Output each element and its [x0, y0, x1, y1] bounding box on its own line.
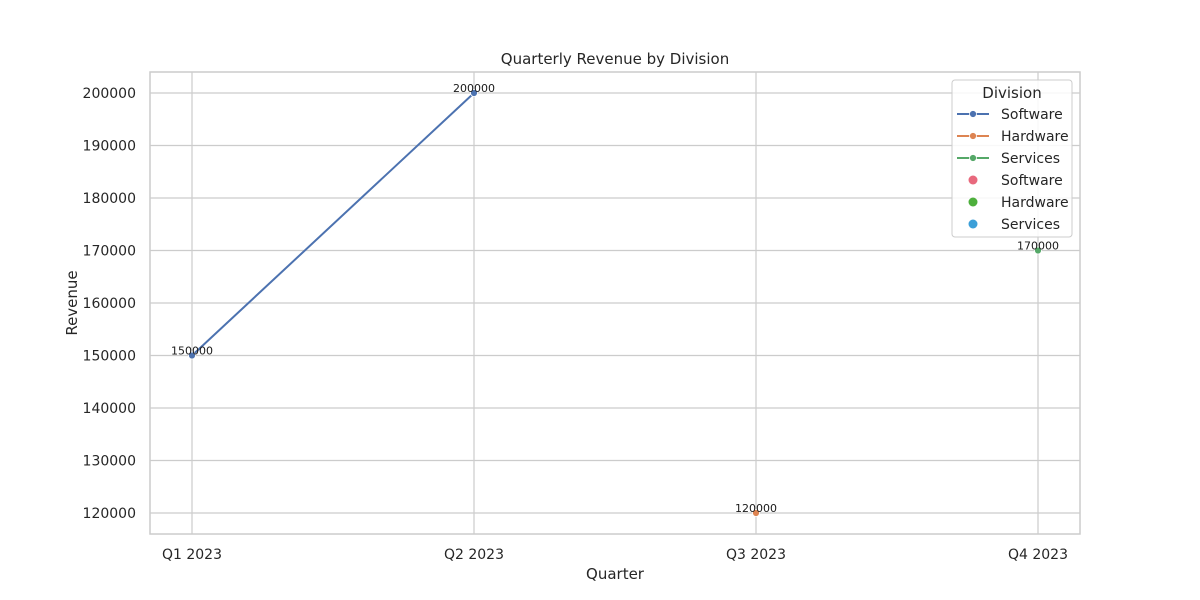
legend-dot-swatch — [968, 197, 978, 207]
legend-entry: Services — [968, 217, 1060, 233]
legend-entry: Software — [968, 173, 1063, 189]
grid — [150, 72, 1080, 534]
legend-entry: Services — [957, 151, 1060, 167]
y-tick-label: 120000 — [83, 506, 136, 522]
data-labels: 150000 200000 120000 170000 — [171, 82, 1059, 515]
legend-entry: Hardware — [957, 129, 1069, 145]
series-layer — [188, 89, 1042, 517]
y-axis-label: Revenue — [63, 270, 81, 335]
legend-title: Division — [982, 84, 1041, 102]
data-point — [1034, 246, 1042, 255]
data-label: 120000 — [735, 502, 777, 515]
y-tick-label: 160000 — [83, 296, 136, 312]
x-tick-label: Q3 2023 — [726, 547, 786, 563]
x-tick-label: Q2 2023 — [444, 547, 504, 563]
legend-dot-swatch — [968, 175, 978, 185]
legend-marker — [969, 132, 977, 140]
legend-label: Software — [1001, 173, 1063, 189]
legend-marker — [969, 154, 977, 162]
x-tick-label: Q4 2023 — [1008, 547, 1068, 563]
legend-entry: Hardware — [968, 195, 1069, 211]
x-tick-label: Q1 2023 — [162, 547, 222, 563]
data-label: 150000 — [171, 345, 213, 358]
x-axis-label: Quarter — [586, 565, 645, 583]
series-services — [1034, 246, 1042, 255]
y-tick-label: 170000 — [83, 244, 136, 260]
chart-title: Quarterly Revenue by Division — [501, 50, 729, 68]
y-axis-ticks: 120000 130000 140000 150000 160000 170000 1800… — [83, 86, 136, 522]
series-hardware — [752, 509, 760, 517]
legend-entries: Software Hardware Services Software Hardware… — [957, 107, 1069, 233]
data-point — [752, 509, 760, 517]
x-axis-ticks: Q1 2023 Q2 2023 Q3 2023 Q4 2023 — [162, 547, 1068, 563]
data-label: 200000 — [453, 82, 495, 95]
y-tick-label: 130000 — [83, 454, 136, 470]
legend-entry: Software — [957, 107, 1063, 123]
legend-label: Services — [1001, 151, 1060, 167]
legend-label: Hardware — [1001, 129, 1069, 145]
legend-label: Hardware — [1001, 195, 1069, 211]
y-tick-label: 190000 — [83, 139, 136, 155]
data-point — [188, 351, 196, 360]
y-tick-label: 180000 — [83, 191, 136, 207]
legend-label: Services — [1001, 217, 1060, 233]
legend: Division SoftwareHardwareServicesSoftwar… — [951, 79, 1073, 238]
data-point — [470, 89, 478, 97]
series-line — [191, 92, 475, 357]
series-software — [188, 89, 478, 360]
legend-dot-swatch — [968, 219, 978, 229]
data-label: 170000 — [1017, 240, 1059, 253]
legend-box — [951, 79, 1073, 238]
y-tick-label: 150000 — [83, 349, 136, 365]
y-tick-label: 200000 — [83, 86, 136, 102]
legend-marker — [969, 110, 977, 118]
y-tick-label: 140000 — [83, 401, 136, 417]
plot-area-frame — [149, 71, 1081, 535]
legend-label: Software — [1001, 107, 1063, 123]
